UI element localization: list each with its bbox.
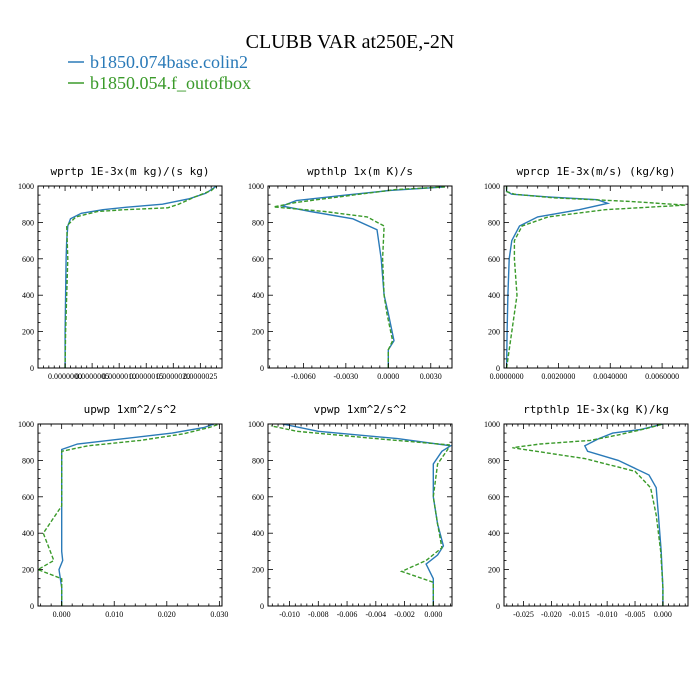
y-tick-label: 0 xyxy=(496,602,500,611)
y-tick-label: 800 xyxy=(488,218,500,227)
x-tick-label: 0.0000020 xyxy=(156,372,190,381)
y-tick-label: 200 xyxy=(488,328,500,337)
series-line xyxy=(505,186,686,368)
x-tick-label: -0.008 xyxy=(308,610,329,619)
y-tick-label: 1000 xyxy=(484,420,500,429)
x-tick-label: -0.006 xyxy=(337,610,358,619)
y-tick-label: 800 xyxy=(22,456,34,465)
y-tick-label: 400 xyxy=(488,529,500,538)
y-tick-label: 200 xyxy=(22,566,34,575)
y-tick-label: 800 xyxy=(252,218,264,227)
y-tick-label: 600 xyxy=(488,493,500,502)
x-tick-label: 0.0020000 xyxy=(541,372,575,381)
chart-panel: wprtp 1E-3x(m kg)/(s kg) 0 200 400 600 800 100… xyxy=(18,165,223,381)
x-tick-label: -0.004 xyxy=(365,610,386,619)
series-line xyxy=(64,186,218,368)
chart-panel: rtpthlp 1E-3x(kg K)/kg 0 200 400 600 800 1000 -… xyxy=(484,403,689,619)
y-tick-label: 0 xyxy=(260,364,264,373)
x-tick-label: 0.0000015 xyxy=(129,372,163,381)
x-tick-label: -0.010 xyxy=(597,610,618,619)
x-tick-label: 0.0000 xyxy=(377,372,399,381)
chart-title: wprtp 1E-3x(m kg)/(s kg) xyxy=(51,165,210,178)
y-tick-label: 1000 xyxy=(18,182,34,191)
chart-title: rtpthlp 1E-3x(kg K)/kg xyxy=(523,403,669,416)
y-tick-label: 800 xyxy=(488,456,500,465)
legend-label-1: b1850.054.f_outofbox xyxy=(90,73,251,93)
y-tick-label: 200 xyxy=(252,566,264,575)
x-tick-label: 0.000 xyxy=(53,610,71,619)
x-tick-label: 0.0000025 xyxy=(183,372,217,381)
y-tick-label: 600 xyxy=(22,255,34,264)
chart-title: wprcp 1E-3x(m/s) (kg/kg) xyxy=(517,165,676,178)
series-line xyxy=(64,186,217,368)
x-tick-label: 0.010 xyxy=(105,610,123,619)
y-tick-label: 200 xyxy=(252,328,264,337)
series-line xyxy=(38,424,220,606)
series-line xyxy=(279,186,445,368)
y-tick-label: 1000 xyxy=(248,182,264,191)
x-tick-label: -0.010 xyxy=(279,610,300,619)
y-tick-label: 1000 xyxy=(18,420,34,429)
x-tick-label: -0.020 xyxy=(541,610,562,619)
y-tick-label: 200 xyxy=(22,328,34,337)
y-tick-label: 0 xyxy=(30,602,34,611)
y-tick-label: 200 xyxy=(488,566,500,575)
x-tick-label: -0.0030 xyxy=(334,372,359,381)
x-tick-label: 0.0030 xyxy=(420,372,442,381)
figure-title: CLUBB VAR at250E,-2N xyxy=(246,31,455,53)
legend: b1850.074base.colin2 b1850.054.f_outofbo… xyxy=(68,52,251,93)
series-line xyxy=(270,425,451,606)
x-tick-label: 0.0000010 xyxy=(102,372,136,381)
y-tick-label: 0 xyxy=(30,364,34,373)
x-tick-label: 0.0000000 xyxy=(490,372,524,381)
y-tick-label: 0 xyxy=(496,364,500,373)
x-tick-label: 0.030 xyxy=(210,610,228,619)
y-tick-label: 800 xyxy=(252,456,264,465)
y-tick-label: 0 xyxy=(260,602,264,611)
chart-title: vpwp 1xm^2/s^2 xyxy=(314,403,407,416)
x-tick-label: 0.000 xyxy=(424,610,442,619)
y-tick-label: 1000 xyxy=(484,182,500,191)
y-tick-label: 600 xyxy=(488,255,500,264)
chart-panel: wpthlp 1x(m K)/s 0 200 400 600 800 1000 -0.0060… xyxy=(248,165,453,381)
y-tick-label: 400 xyxy=(488,291,500,300)
legend-label-0: b1850.074base.colin2 xyxy=(90,52,248,72)
chart-title: upwp 1xm^2/s^2 xyxy=(84,403,177,416)
y-tick-label: 400 xyxy=(252,291,264,300)
panel-grid: wprtp 1E-3x(m kg)/(s kg) 0 200 400 600 800 100… xyxy=(18,165,689,619)
x-tick-label: -0.015 xyxy=(569,610,590,619)
series-line xyxy=(58,424,215,606)
chart-panel: vpwp 1xm^2/s^2 0 200 400 600 800 1000 -0.010 -0.… xyxy=(248,403,453,619)
series-line xyxy=(505,186,611,368)
y-tick-label: 1000 xyxy=(248,420,264,429)
y-tick-label: 400 xyxy=(22,529,34,538)
x-tick-label: 0.020 xyxy=(158,610,176,619)
x-tick-label: 0.0040000 xyxy=(593,372,627,381)
chart-title: wpthlp 1x(m K)/s xyxy=(307,165,413,178)
y-tick-label: 400 xyxy=(252,529,264,538)
x-tick-label: -0.002 xyxy=(394,610,415,619)
x-tick-label: 0.0000005 xyxy=(75,372,109,381)
y-tick-label: 800 xyxy=(22,218,34,227)
y-tick-label: 400 xyxy=(22,291,34,300)
y-tick-label: 600 xyxy=(252,255,264,264)
x-tick-label: -0.0060 xyxy=(291,372,316,381)
chart-panel: upwp 1xm^2/s^2 0 200 400 600 800 1000 0.000 0.01… xyxy=(18,403,228,619)
x-tick-label: -0.005 xyxy=(625,610,646,619)
y-tick-label: 600 xyxy=(22,493,34,502)
series-line xyxy=(512,424,664,606)
series-line xyxy=(273,186,445,368)
series-line xyxy=(282,424,452,606)
x-tick-label: 0.000 xyxy=(654,610,672,619)
chart-panel: wprcp 1E-3x(m/s) (kg/kg) 0 200 400 600 800 100… xyxy=(484,165,689,381)
y-tick-label: 600 xyxy=(252,493,264,502)
x-tick-label: -0.025 xyxy=(513,610,534,619)
x-tick-label: 0.0000000 xyxy=(48,372,82,381)
x-tick-label: 0.0060000 xyxy=(645,372,679,381)
